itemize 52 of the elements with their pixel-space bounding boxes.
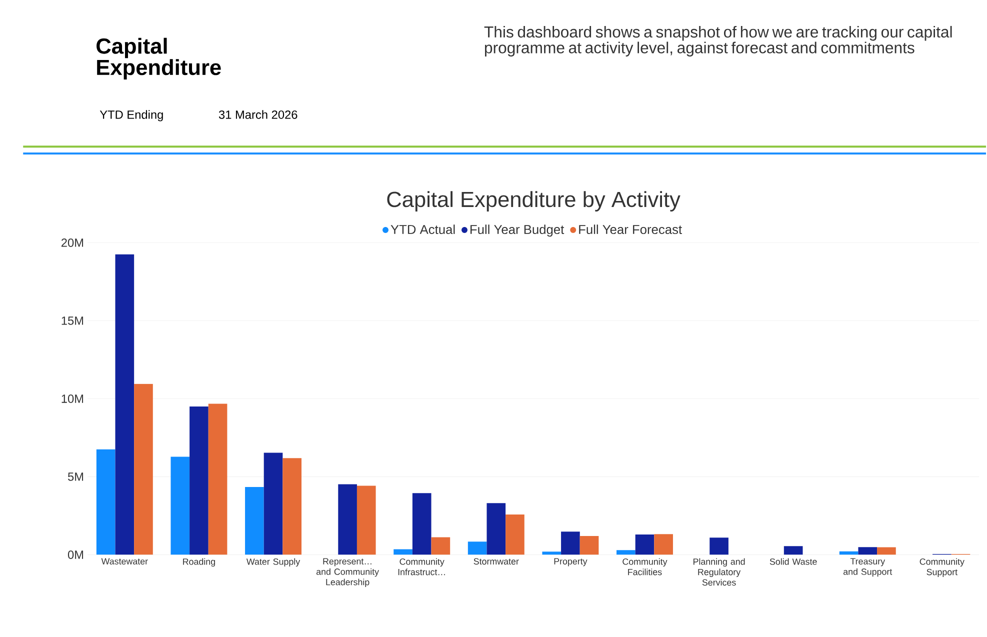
legend-label: Full Year Budget: [470, 224, 564, 237]
x-tick-label: Water Supply: [246, 558, 300, 567]
bar: [338, 484, 357, 555]
y-tick-label: 10M: [62, 394, 84, 403]
bar: [468, 542, 487, 555]
x-tick-label: Community Facilities: [622, 558, 668, 576]
x-tick-label: Solid Waste: [770, 558, 817, 565]
x-tick-label: Treasury and Support: [843, 558, 892, 577]
chart-title: Capital Expenditure by Activity: [387, 191, 680, 212]
x-tick-label: Planning and Regulatory Services: [693, 558, 745, 586]
bar: [486, 503, 506, 555]
bar: [561, 532, 580, 555]
bar: [580, 536, 599, 555]
bar: [170, 456, 190, 555]
bar: [356, 486, 376, 555]
bar: [245, 487, 264, 555]
x-tick-label: Community Infrastruct…: [398, 558, 445, 576]
text: 31 March 2026: [218, 110, 298, 119]
y-tick-label: 0M: [68, 550, 84, 559]
bar: [506, 514, 524, 555]
bar: [264, 452, 283, 555]
bar: [431, 537, 450, 555]
bar: [190, 406, 208, 555]
x-tick-label: Represent… and Community Leadership: [316, 558, 379, 588]
bar: [635, 534, 654, 555]
y-tick-label: 5M: [68, 472, 84, 481]
bar: [616, 550, 636, 555]
bar: [208, 404, 228, 555]
legend-label: YTD Actual: [390, 224, 455, 234]
y-tick-label: 20M: [61, 238, 84, 247]
bar: [784, 546, 803, 555]
bar: [412, 493, 432, 555]
text: Capital Expenditure: [96, 38, 221, 80]
legend-label: Full Year Forecast: [579, 224, 682, 234]
text: YTD Ending: [100, 110, 163, 122]
bar: [282, 458, 302, 555]
bar: [858, 547, 878, 555]
bar: [134, 384, 153, 555]
x-tick-label: Stormwater: [474, 558, 519, 565]
x-tick-label: Wastewater: [101, 558, 148, 564]
bar: [542, 552, 562, 555]
text: This dashboard shows a snapshot of how we are tracking our capital programme at activity level, against forecast and commitments: [484, 26, 952, 57]
bar: [115, 254, 134, 555]
bar: [877, 547, 896, 555]
x-tick-label: Community Support: [920, 558, 964, 577]
y-tick-label: 15M: [62, 316, 84, 325]
x-tick-label: Property: [554, 558, 588, 566]
x-tick-label: Roading: [183, 558, 215, 567]
bar: [96, 449, 116, 555]
bar: [710, 538, 728, 555]
bar: [394, 549, 412, 555]
bar: [654, 534, 673, 555]
